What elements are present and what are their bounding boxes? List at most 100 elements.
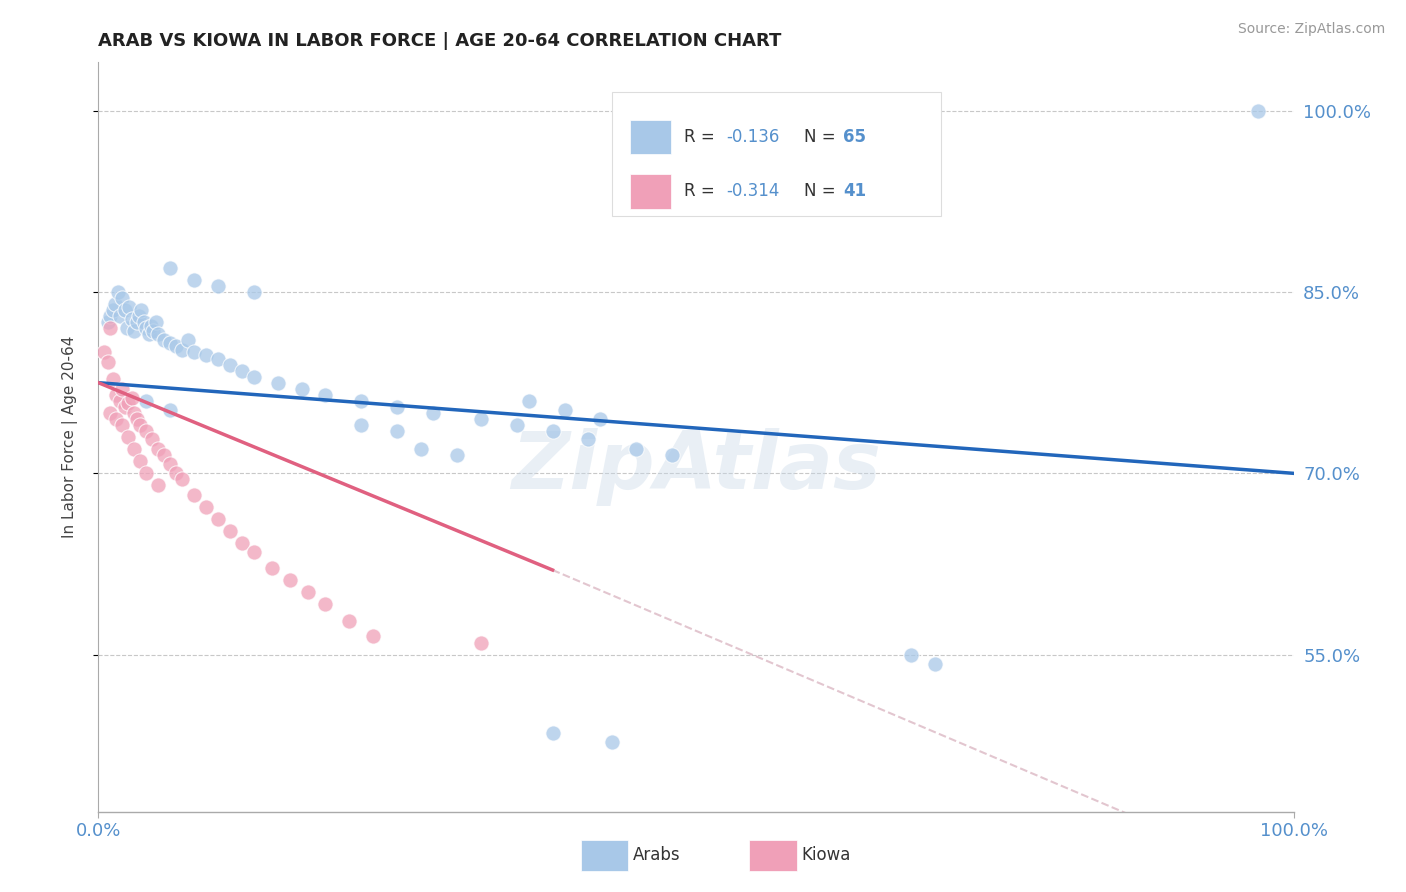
Point bbox=[105, 388, 128, 402]
Point bbox=[138, 327, 160, 342]
Point bbox=[219, 358, 242, 372]
Point bbox=[125, 412, 148, 426]
Point bbox=[315, 597, 337, 611]
Point bbox=[172, 343, 194, 357]
Point bbox=[153, 334, 176, 348]
Point bbox=[135, 424, 157, 438]
Point bbox=[363, 630, 385, 644]
Point bbox=[135, 321, 157, 335]
FancyBboxPatch shape bbox=[613, 93, 941, 216]
Point bbox=[98, 406, 122, 420]
Point bbox=[124, 442, 146, 457]
Point bbox=[142, 324, 165, 338]
Point bbox=[93, 345, 115, 359]
Text: N =: N = bbox=[804, 128, 841, 145]
Point bbox=[129, 454, 152, 468]
Point bbox=[350, 393, 373, 408]
Point bbox=[470, 635, 492, 649]
FancyBboxPatch shape bbox=[630, 120, 671, 154]
Point bbox=[148, 442, 170, 457]
Point bbox=[578, 433, 600, 447]
Point bbox=[139, 318, 162, 333]
Point bbox=[101, 372, 124, 386]
Point bbox=[422, 406, 444, 420]
Point bbox=[141, 433, 163, 447]
Point bbox=[114, 303, 136, 318]
Point bbox=[108, 393, 131, 408]
Point bbox=[159, 335, 181, 350]
Point bbox=[260, 560, 283, 574]
Point bbox=[111, 382, 134, 396]
Text: N =: N = bbox=[804, 182, 841, 201]
Point bbox=[117, 430, 139, 444]
Point bbox=[121, 311, 143, 326]
Point bbox=[278, 573, 301, 587]
Y-axis label: In Labor Force | Age 20-64: In Labor Force | Age 20-64 bbox=[62, 336, 77, 538]
Point bbox=[153, 448, 176, 462]
Text: R =: R = bbox=[685, 182, 720, 201]
Point bbox=[97, 355, 120, 369]
Point bbox=[98, 321, 122, 335]
Point bbox=[385, 400, 409, 414]
Text: ZipAtlas: ZipAtlas bbox=[510, 428, 882, 506]
Point bbox=[195, 500, 218, 515]
Point bbox=[101, 303, 124, 318]
Point bbox=[104, 297, 127, 311]
Point bbox=[207, 512, 229, 526]
Point bbox=[243, 545, 266, 559]
Point bbox=[118, 300, 141, 314]
Text: R =: R = bbox=[685, 128, 720, 145]
Point bbox=[297, 584, 319, 599]
Point bbox=[243, 285, 266, 299]
Point bbox=[195, 348, 218, 362]
Text: Source: ZipAtlas.com: Source: ZipAtlas.com bbox=[1237, 22, 1385, 37]
Point bbox=[183, 488, 205, 502]
Point bbox=[117, 396, 139, 410]
Point bbox=[98, 310, 122, 324]
Point bbox=[159, 457, 181, 471]
Point bbox=[165, 467, 187, 481]
Point bbox=[661, 448, 683, 462]
Point bbox=[900, 648, 922, 662]
Point bbox=[114, 400, 136, 414]
Point bbox=[231, 363, 253, 377]
Point bbox=[177, 334, 200, 348]
Point bbox=[1247, 103, 1270, 118]
Point bbox=[135, 393, 157, 408]
FancyBboxPatch shape bbox=[630, 174, 671, 209]
Point bbox=[554, 403, 576, 417]
Point bbox=[446, 448, 468, 462]
Point bbox=[115, 321, 138, 335]
Point bbox=[135, 467, 157, 481]
Point bbox=[105, 412, 128, 426]
Point bbox=[111, 417, 134, 432]
Point bbox=[131, 303, 153, 318]
Point bbox=[128, 310, 150, 324]
Text: -0.314: -0.314 bbox=[725, 182, 779, 201]
Point bbox=[125, 315, 148, 329]
Point bbox=[132, 315, 155, 329]
Point bbox=[97, 315, 120, 329]
Point bbox=[207, 279, 229, 293]
Point bbox=[517, 393, 540, 408]
Point bbox=[183, 273, 205, 287]
Point bbox=[350, 417, 373, 432]
Point bbox=[129, 417, 152, 432]
Point bbox=[207, 351, 229, 366]
Point bbox=[108, 310, 131, 324]
Point bbox=[231, 536, 253, 550]
Point bbox=[589, 412, 612, 426]
Point bbox=[219, 524, 242, 539]
Point bbox=[124, 406, 146, 420]
Text: -0.136: -0.136 bbox=[725, 128, 779, 145]
Text: ARAB VS KIOWA IN LABOR FORCE | AGE 20-64 CORRELATION CHART: ARAB VS KIOWA IN LABOR FORCE | AGE 20-64… bbox=[98, 32, 782, 50]
Point bbox=[148, 327, 170, 342]
Point bbox=[315, 388, 337, 402]
Point bbox=[385, 424, 409, 438]
Point bbox=[183, 345, 205, 359]
Point bbox=[165, 339, 187, 353]
Text: Kiowa: Kiowa bbox=[801, 847, 851, 864]
Point bbox=[602, 734, 624, 748]
Point bbox=[172, 472, 194, 486]
Point bbox=[626, 442, 648, 457]
